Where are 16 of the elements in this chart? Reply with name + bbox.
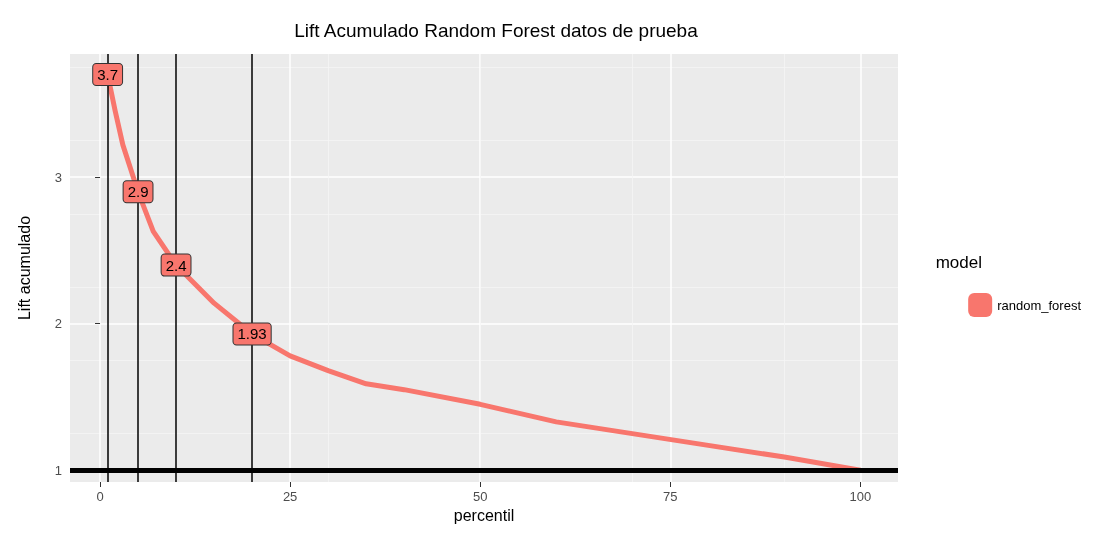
x-tick-label: 75 (663, 489, 678, 504)
x-tick-label: 0 (96, 489, 104, 504)
x-tick-label: 100 (849, 489, 872, 504)
legend-label: random_forest (997, 297, 1082, 313)
y-tick-label: 1 (54, 462, 62, 478)
chart-title: Lift Acumulado Random Forest datos de prueba (294, 20, 699, 41)
annotation: 3.7 (97, 66, 119, 84)
y-tick-label: 3 (54, 169, 62, 185)
legend-title: model (935, 253, 983, 272)
y-axis-title: Lift acumulado (15, 215, 33, 321)
x-tick-label: 50 (472, 489, 488, 504)
annotation: 2.9 (127, 183, 149, 201)
annotation: 2.4 (165, 256, 187, 274)
y-tick-label: 2 (54, 316, 62, 332)
x-axis-title: percentil (453, 507, 515, 525)
x-tick-label: 25 (282, 489, 298, 504)
